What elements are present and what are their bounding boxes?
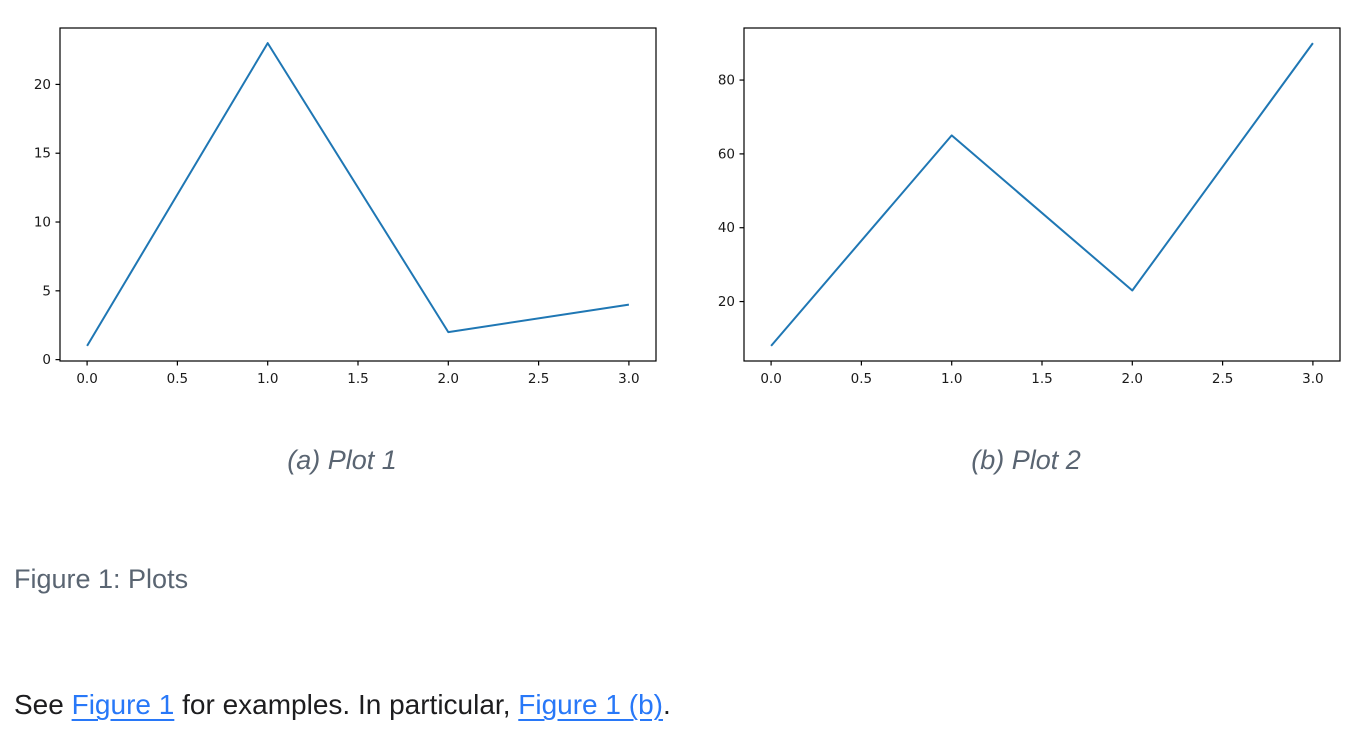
data-line <box>86 42 630 347</box>
subfigure-b: 0.0 0.5 1.0 1.5 2.0 2.5 3.0 20 40 60 80 (b) Plot 2 <box>684 0 1368 476</box>
figure-1: 0.0 0.5 1.0 1.5 2.0 2.5 3.0 0 5 10 15 20 (a) Plot 1… <box>0 0 1368 594</box>
data-line <box>770 42 1314 347</box>
x-tick-label: 1.5 <box>1031 371 1052 387</box>
subfigure-b-caption: (b) Plot 2 <box>971 445 1081 475</box>
x-tick-label: 1.5 <box>347 371 368 387</box>
x-tick-label: 2.0 <box>1122 371 1143 387</box>
body-text-segment: . <box>662 689 671 720</box>
x-tick-label: 3.0 <box>618 371 639 387</box>
body-paragraph: See Figure 1 for examples. In particular… <box>14 688 1368 722</box>
x-tick-label: 1.0 <box>257 371 278 387</box>
subfigure-a: 0.0 0.5 1.0 1.5 2.0 2.5 3.0 0 5 10 15 20 (a) Plot 1 <box>0 0 684 476</box>
x-tick-label: 2.5 <box>1212 371 1233 387</box>
y-tick-label: 15 <box>34 146 51 162</box>
subfigure-a-caption: (a) Plot 1 <box>287 445 397 475</box>
x-tick-label: 2.0 <box>438 371 459 387</box>
y-tick-label: 60 <box>718 146 735 162</box>
body-text-segment: for examples. In particular, <box>174 689 519 720</box>
y-tick-label: 20 <box>34 77 51 93</box>
link-figure-1[interactable]: Figure 1 <box>71 689 175 720</box>
x-tick-label: 0.0 <box>76 371 97 387</box>
x-tick-label: 2.5 <box>528 371 549 387</box>
line-chart-plot-1: 0.0 0.5 1.0 1.5 2.0 2.5 3.0 0 5 10 15 20 <box>34 27 657 387</box>
x-tick-label: 0.0 <box>760 371 781 387</box>
y-tick-label: 0 <box>42 352 51 368</box>
x-tick-label: 3.0 <box>1302 371 1323 387</box>
y-tick-label: 5 <box>42 283 51 299</box>
line-chart-plot-2: 0.0 0.5 1.0 1.5 2.0 2.5 3.0 20 40 60 80 <box>718 27 1341 387</box>
x-tick-label: 1.0 <box>941 371 962 387</box>
plot-area <box>59 27 657 362</box>
figure-row: 0.0 0.5 1.0 1.5 2.0 2.5 3.0 0 5 10 15 20 (a) Plot 1… <box>0 0 1368 476</box>
y-tick-label: 20 <box>718 294 735 310</box>
plot-area <box>743 27 1341 362</box>
y-tick-label: 80 <box>718 73 735 89</box>
y-tick-label: 10 <box>34 215 51 231</box>
x-tick-label: 0.5 <box>167 371 188 387</box>
y-tick-label: 40 <box>718 220 735 236</box>
figure-caption: Figure 1: Plots <box>14 564 189 594</box>
body-text-segment: See <box>14 689 72 720</box>
link-figure-1b[interactable]: Figure 1 (b) <box>518 689 663 720</box>
x-tick-label: 0.5 <box>851 371 872 387</box>
